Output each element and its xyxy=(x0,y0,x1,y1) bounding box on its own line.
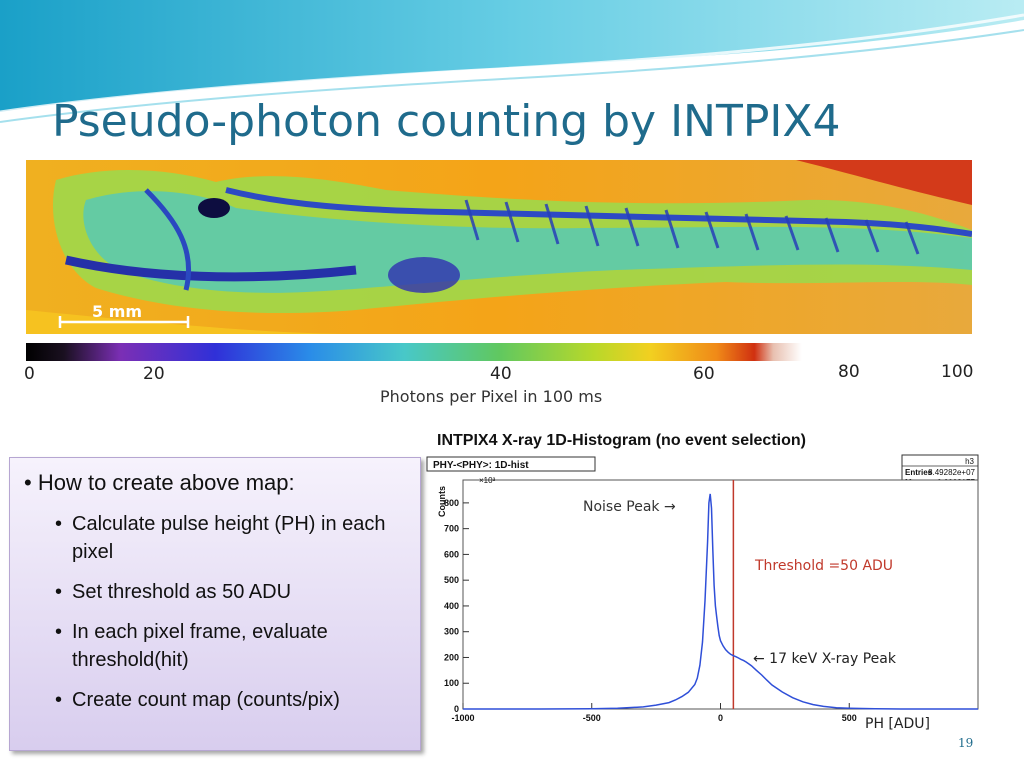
y-tick-label: 800 xyxy=(444,498,459,508)
bullet-box: • How to create above map: Calculate pul… xyxy=(9,457,421,751)
bullet-main: • How to create above map: xyxy=(24,470,295,495)
colorbar-tick: 40 xyxy=(490,364,512,384)
stats-name: h3 xyxy=(965,457,974,466)
y-tick-label: 400 xyxy=(444,601,459,611)
y-axis-multiplier: ×10³ xyxy=(479,476,496,485)
bullet-main-text: How to create above map: xyxy=(37,470,295,495)
bullet-sub: Create count map (counts/pix) xyxy=(55,686,412,714)
x-axis-label: PH [ADU] xyxy=(865,716,930,732)
histogram-series xyxy=(463,493,978,710)
stats-label: Entries xyxy=(905,468,933,477)
panel-title-box xyxy=(426,456,596,472)
page-number: 19 xyxy=(958,736,973,750)
slide-title: Pseudo-photon counting by INTPIX4 xyxy=(52,96,841,147)
colorbar-tick: 60 xyxy=(693,364,715,384)
y-tick-label: 200 xyxy=(444,652,459,662)
panel-title: PHY-<PHY>: 1D-hist xyxy=(433,460,529,471)
y-axis-label: Counts xyxy=(437,486,447,517)
colorbar-tick: 80 xyxy=(838,362,860,382)
noise-peak-annotation: Noise Peak → xyxy=(583,499,676,515)
x-tick-label: -500 xyxy=(583,713,601,723)
y-tick-label: 0 xyxy=(454,704,459,714)
colorbar-tick: 100 xyxy=(941,362,974,382)
colorbar-tick: 20 xyxy=(143,364,165,384)
y-tick-label: 700 xyxy=(444,524,459,534)
page-number-text: 19 xyxy=(958,736,974,750)
header-wave-decoration xyxy=(0,0,1024,123)
y-tick-label: 100 xyxy=(444,678,459,688)
colorbar xyxy=(26,343,972,361)
y-tick-label: 300 xyxy=(444,627,459,637)
bullet-sub: Calculate pulse height (PH) in each pixe… xyxy=(55,510,412,566)
x-tick-label: 0 xyxy=(718,713,723,723)
xray-fish-image: 5 mm xyxy=(26,160,972,334)
bullet-sub: Set threshold as 50 ADU xyxy=(55,578,412,606)
x-tick-label: -1000 xyxy=(451,713,474,723)
bullet-sub: In each pixel frame, evaluate threshold(… xyxy=(55,618,412,674)
threshold-label: Threshold =50 ADU xyxy=(754,558,893,574)
y-tick-label: 600 xyxy=(444,549,459,559)
stats-value: 8.49282e+07 xyxy=(928,468,975,477)
chart-title: INTPIX4 X-ray 1D-Histogram (no event sel… xyxy=(437,432,806,449)
xray-peak-annotation: ← 17 keV X-ray Peak xyxy=(753,651,897,667)
colorbar-label: Photons per Pixel in 100 ms xyxy=(380,387,603,406)
x-tick-label: 500 xyxy=(842,713,857,723)
plot-frame xyxy=(462,479,979,710)
scale-bar-label: 5 mm xyxy=(92,302,142,321)
histogram-chart: INTPIX4 X-ray 1D-Histogram (no event sel… xyxy=(426,432,979,732)
colorbar-tick: 0 xyxy=(24,364,35,384)
y-tick-label: 500 xyxy=(444,575,459,585)
